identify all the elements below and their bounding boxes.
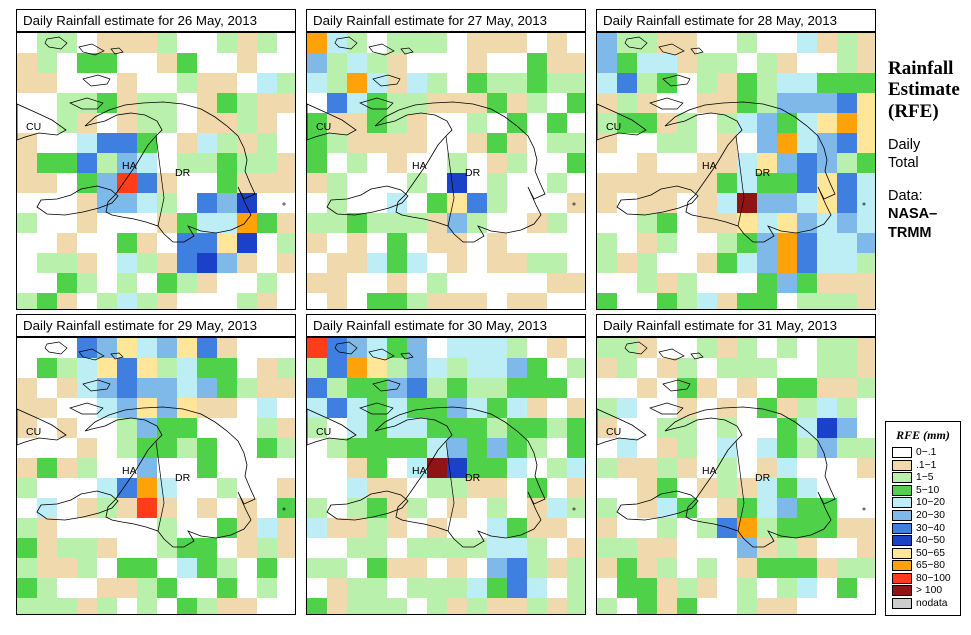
svg-text:HA: HA — [412, 465, 427, 477]
svg-text:HA: HA — [702, 160, 717, 172]
svg-text:HA: HA — [122, 160, 137, 172]
svg-text:DR: DR — [175, 167, 191, 179]
svg-text:DR: DR — [465, 167, 481, 179]
svg-text:DR: DR — [175, 472, 191, 484]
svg-text:HA: HA — [122, 465, 137, 477]
svg-text:CU: CU — [316, 121, 331, 133]
svg-text:CU: CU — [606, 426, 621, 438]
svg-text:DR: DR — [755, 167, 771, 179]
svg-text:CU: CU — [26, 426, 41, 438]
svg-text:DR: DR — [755, 472, 771, 484]
svg-text:CU: CU — [26, 121, 41, 133]
svg-text:DR: DR — [465, 472, 481, 484]
svg-text:CU: CU — [316, 426, 331, 438]
svg-text:CU: CU — [606, 121, 621, 133]
svg-text:HA: HA — [702, 465, 717, 477]
svg-text:HA: HA — [412, 160, 427, 172]
